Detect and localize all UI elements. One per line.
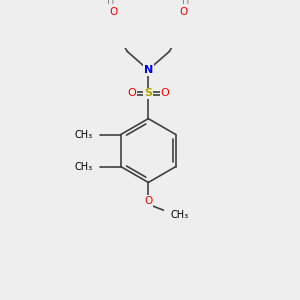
Text: CH₃: CH₃ [75,161,93,172]
Text: S: S [144,88,152,98]
Text: O: O [144,196,152,206]
Text: O: O [127,88,136,98]
Text: CH₃: CH₃ [75,130,93,140]
Text: N: N [144,65,153,75]
Text: CH₃: CH₃ [171,210,189,220]
Text: H: H [182,0,190,6]
Text: H: H [107,0,114,6]
Text: O: O [161,88,170,98]
Text: O: O [179,7,188,17]
Text: O: O [109,7,117,17]
